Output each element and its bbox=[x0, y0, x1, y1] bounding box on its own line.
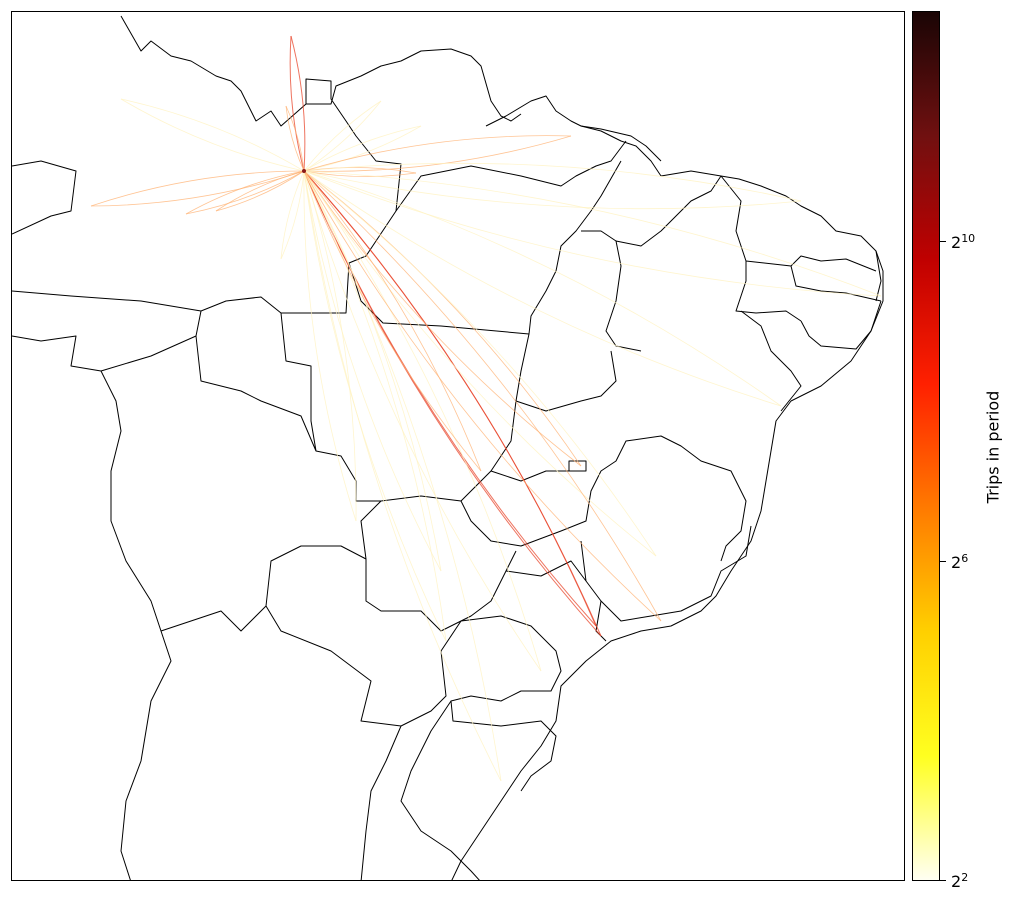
border-south bbox=[265, 605, 562, 880]
border-tocantins-bahia bbox=[460, 333, 747, 562]
flow-arc bbox=[303, 170, 662, 622]
flow-arc bbox=[303, 170, 482, 472]
flow-arc bbox=[303, 135, 572, 172]
flow-arc bbox=[303, 100, 382, 172]
border-maranhao-piaui bbox=[581, 170, 882, 352]
border-coast bbox=[451, 125, 884, 880]
border-mato-grosso bbox=[195, 310, 462, 502]
flow-arc bbox=[303, 170, 657, 557]
flow-arc bbox=[280, 170, 305, 260]
colorbar-tick-2-6 bbox=[940, 561, 946, 562]
hub-marker bbox=[302, 169, 306, 173]
flow-arc bbox=[285, 105, 305, 172]
flow-arc bbox=[303, 170, 882, 297]
border-roraima bbox=[306, 48, 522, 122]
flow-arc bbox=[303, 170, 602, 637]
flow-arc bbox=[303, 170, 802, 210]
flow-arc bbox=[303, 100, 382, 172]
flow-arc bbox=[303, 170, 417, 177]
flow-arc bbox=[289, 35, 305, 172]
flow-arc bbox=[303, 170, 597, 627]
flow-arc bbox=[120, 98, 305, 172]
flow-arc bbox=[303, 170, 542, 672]
flow-arc bbox=[215, 170, 305, 212]
colorbar-tick-label-2-2: 22 bbox=[951, 871, 969, 891]
flow-arc bbox=[303, 170, 662, 622]
colorbar-tick-label-2-10: 210 bbox=[951, 232, 976, 252]
flow-arc bbox=[303, 170, 482, 472]
flow-arc bbox=[90, 170, 305, 207]
border-southeast bbox=[505, 525, 752, 642]
flow-arc bbox=[303, 125, 422, 172]
flow-arc bbox=[280, 170, 305, 260]
flow-arc bbox=[303, 162, 802, 202]
flow-arc bbox=[303, 170, 442, 572]
flow-arc bbox=[90, 170, 305, 207]
border-amapa bbox=[485, 95, 662, 177]
flow-arc bbox=[303, 170, 447, 642]
flow-arc bbox=[215, 170, 305, 212]
flow-arc bbox=[303, 170, 442, 572]
colorbar bbox=[912, 11, 940, 881]
flow-arc bbox=[303, 135, 572, 172]
flow-arc bbox=[303, 170, 782, 407]
flow-arc bbox=[303, 170, 882, 297]
map-panel[interactable] bbox=[11, 11, 905, 881]
colorbar-tick-2-2 bbox=[940, 880, 946, 881]
border-para-tocantins bbox=[348, 140, 627, 335]
flow-arc bbox=[120, 98, 305, 172]
flow-arc bbox=[303, 170, 357, 522]
flow-arc bbox=[303, 125, 422, 172]
flow-arc bbox=[303, 170, 357, 522]
flow-lines bbox=[90, 35, 882, 782]
border-mato-grosso-sul bbox=[120, 500, 517, 880]
flow-arc bbox=[303, 170, 597, 627]
flow-arc bbox=[303, 170, 502, 782]
colorbar-tick-2-10 bbox=[940, 241, 946, 242]
colorbar-tick-label-2-6: 26 bbox=[951, 552, 969, 572]
flow-arc bbox=[303, 170, 502, 782]
flow-arc bbox=[185, 170, 305, 215]
flow-arc bbox=[185, 170, 305, 215]
flow-arc bbox=[290, 35, 306, 172]
colorbar-title: Trips in period bbox=[983, 390, 1003, 504]
flow-arc bbox=[303, 170, 657, 557]
flow-arc bbox=[303, 170, 782, 407]
state-borders bbox=[12, 15, 884, 880]
flow-arc bbox=[285, 105, 305, 172]
brazil-flow-map bbox=[12, 15, 884, 880]
border-northeast bbox=[740, 255, 882, 412]
flow-arc bbox=[303, 170, 582, 467]
flow-arc bbox=[303, 170, 602, 637]
border-rondonia-acre bbox=[12, 335, 367, 632]
flow-arc bbox=[303, 170, 447, 642]
border-outer-north bbox=[12, 15, 402, 314]
